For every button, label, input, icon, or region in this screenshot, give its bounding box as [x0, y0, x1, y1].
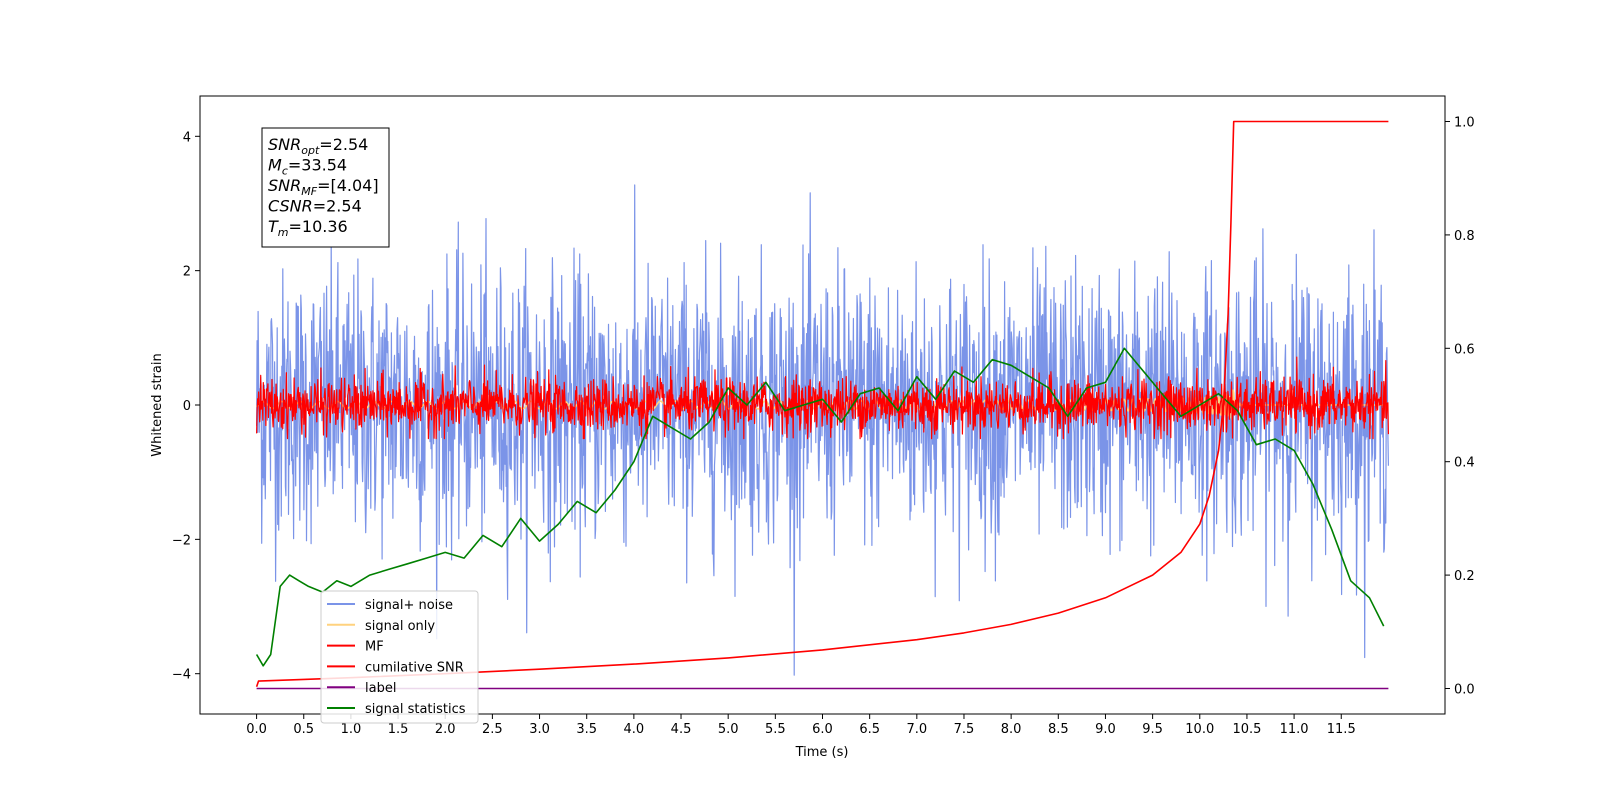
- annotation-line: SNRopt=2.54: [268, 135, 368, 157]
- series-line-signal-statistics: [255, 347, 1385, 667]
- y-right-tick-label: 0.4: [1454, 456, 1475, 471]
- x-tick-label: 9.5: [1142, 722, 1163, 737]
- series-line-signal-noise: [256, 184, 1389, 676]
- annotation-line: Mc=33.54: [268, 156, 347, 178]
- legend-label: label: [365, 681, 396, 696]
- legend: signal+ noise signal only MF cumilative SNR…: [320, 590, 479, 724]
- x-tick-label: 10.5: [1232, 722, 1261, 737]
- x-tick-label: 4.5: [671, 722, 692, 737]
- y-right-tick-label: 0.6: [1454, 342, 1475, 357]
- x-tick-label: 9.0: [1095, 722, 1116, 737]
- annotation-frame: [261, 127, 390, 248]
- y-right-tick-label: 0.0: [1454, 682, 1475, 697]
- x-tick-label: 0.0: [246, 722, 267, 737]
- annotation-line: CSNR=2.54: [268, 197, 362, 216]
- legend-label: signal only: [365, 619, 435, 634]
- annotation-line: Tm=10.36: [268, 217, 348, 239]
- legend-label: MF: [365, 640, 384, 655]
- y-left-tick-label: −2: [172, 533, 191, 548]
- x-tick-label: 8.5: [1048, 722, 1069, 737]
- series-line-mf: [256, 356, 1389, 440]
- x-tick-label: 0.5: [293, 722, 314, 737]
- x-tick-label: 3.5: [576, 722, 597, 737]
- x-tick-label: 1.5: [388, 722, 409, 737]
- legend-label: cumilative SNR: [365, 660, 464, 675]
- x-tick-label: 1.0: [341, 722, 362, 737]
- x-tick-label: 8.0: [1001, 722, 1022, 737]
- x-tick-label: 4.0: [624, 722, 645, 737]
- x-tick-label: 7.0: [906, 722, 927, 737]
- y-right-tick-label: 0.2: [1454, 569, 1475, 584]
- legend-label: signal statistics: [365, 702, 466, 717]
- y-right-axis-ticks: 0.0 0.2 0.4 0.6 0.8 1.0: [1445, 116, 1475, 697]
- legend-frame: [320, 590, 479, 724]
- annotation-box: SNRopt=2.54Mc=33.54SNRMF=[4.04]CSNR=2.54…: [261, 127, 390, 248]
- x-tick-label: 6.0: [812, 722, 833, 737]
- y-left-tick-label: −4: [172, 668, 191, 683]
- y-left-axis-ticks: −4 −2 0 2 4: [172, 130, 200, 683]
- x-tick-label: 3.0: [529, 722, 550, 737]
- y-right-tick-label: 1.0: [1454, 116, 1475, 131]
- y-left-tick-label: 4: [183, 130, 191, 145]
- annotation-line: SNRMF=[4.04]: [268, 176, 379, 198]
- x-tick-label: 7.5: [954, 722, 975, 737]
- x-tick-label: 2.5: [482, 722, 503, 737]
- x-tick-label: 5.5: [765, 722, 786, 737]
- y-axis-label: Whitened strain: [150, 353, 165, 456]
- legend-label: signal+ noise: [365, 598, 453, 613]
- x-axis-ticks: 0.0 0.5 1.0 1.5 2.0 2.5 3.0 3.5 4.0 4.5 5.0 5.5 6.0 6…: [246, 714, 1356, 737]
- x-axis-label: Time (s): [795, 745, 849, 760]
- x-tick-label: 2.0: [435, 722, 456, 737]
- x-tick-label: 5.0: [718, 722, 739, 737]
- y-left-tick-label: 0: [183, 399, 191, 414]
- x-tick-label: 11.5: [1327, 722, 1356, 737]
- x-tick-label: 10.0: [1185, 722, 1214, 737]
- y-left-tick-label: 2: [183, 265, 191, 280]
- y-right-tick-label: 0.8: [1454, 229, 1475, 244]
- x-tick-label: 11.0: [1280, 722, 1309, 737]
- x-tick-label: 6.5: [859, 722, 880, 737]
